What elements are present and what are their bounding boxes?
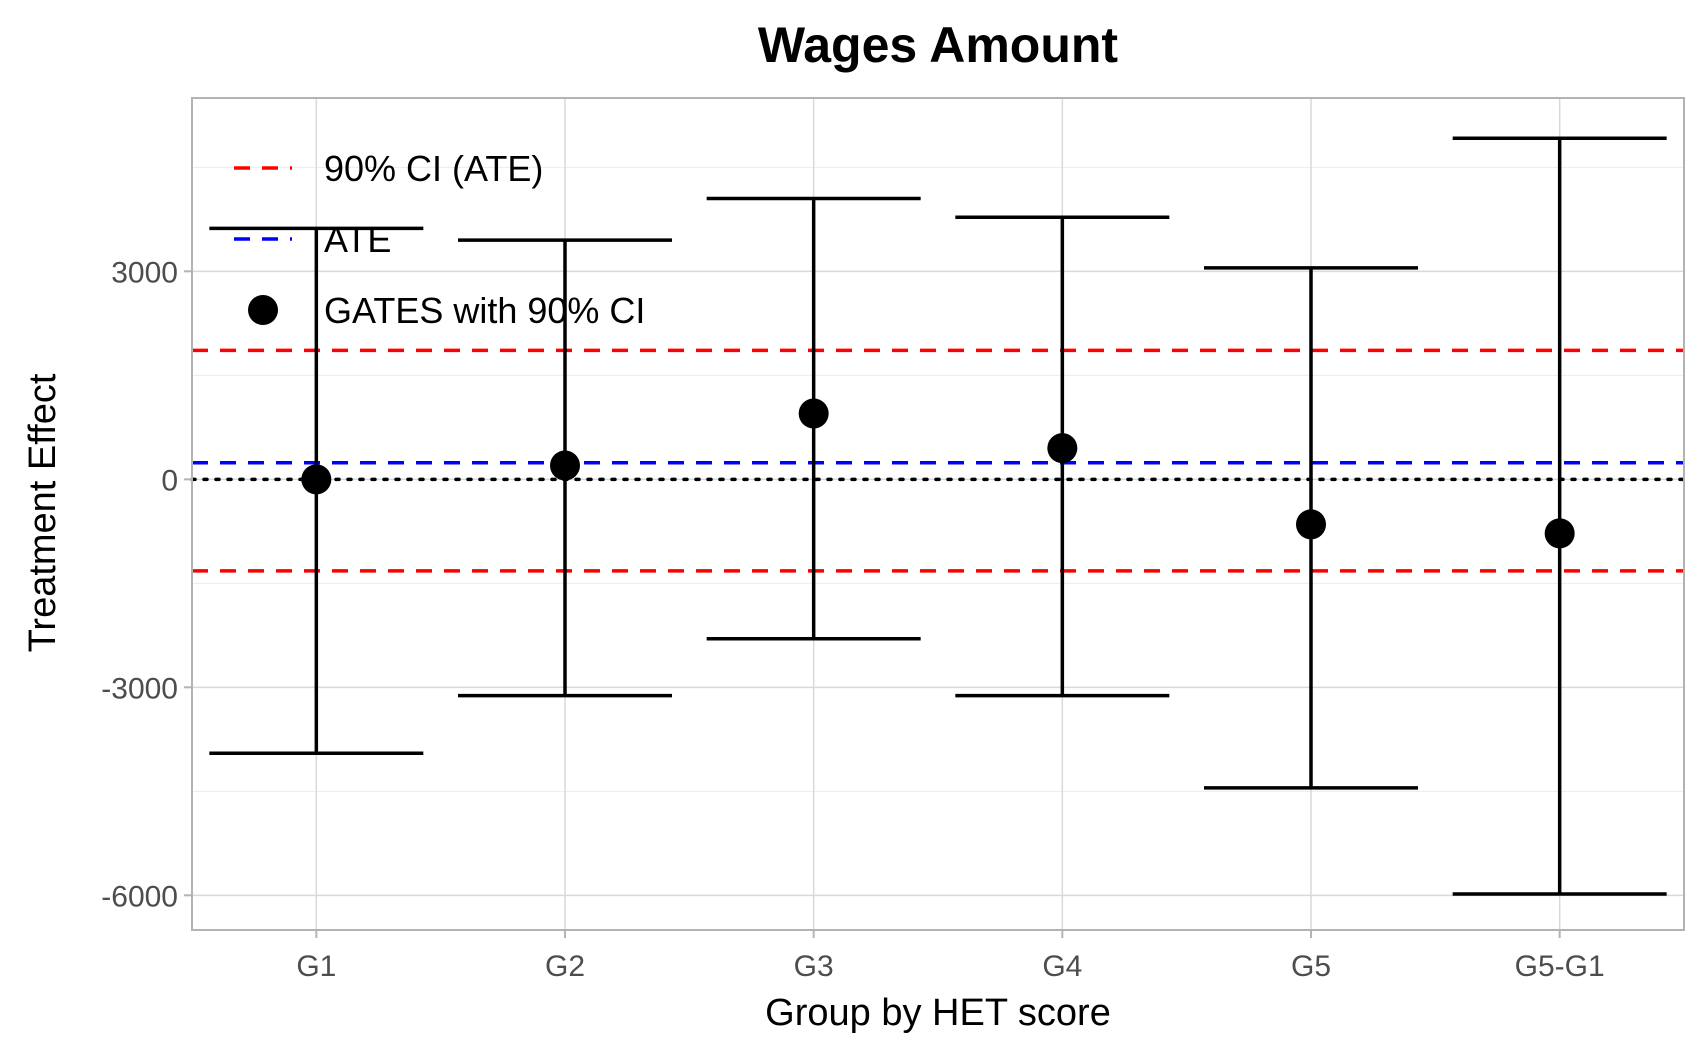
- y-tick-label: 3000: [111, 256, 178, 289]
- y-tick-label: 0: [161, 464, 178, 497]
- y-tick-label: -6000: [101, 880, 178, 913]
- y-tick-label: -3000: [101, 672, 178, 705]
- y-axis-title: Treatment Effect: [22, 373, 64, 652]
- legend-key-point: [248, 295, 278, 325]
- legend-label: GATES with 90% CI: [324, 290, 645, 331]
- chart-title: Wages Amount: [758, 17, 1119, 73]
- x-axis-title: Group by HET score: [765, 992, 1111, 1034]
- x-tick-label: G2: [545, 950, 585, 983]
- legend: 90% CI (ATE) ATE GATES with 90% CI: [234, 148, 645, 331]
- gates-point-g2: [550, 450, 580, 481]
- legend-label: ATE: [324, 219, 391, 260]
- x-tick-label: G1: [296, 950, 336, 983]
- grid: [192, 98, 1684, 930]
- gates-point-g3: [798, 398, 829, 429]
- x-tick-label: G5: [1291, 950, 1331, 983]
- gates-points: [301, 398, 1575, 549]
- x-tick-label: G4: [1042, 950, 1082, 983]
- gates-point-g1: [301, 464, 332, 495]
- plot-panel: [192, 98, 1684, 930]
- axes: 3000 0 -3000 -6000 G1 G2 G3 G4 G5 G5-G1: [101, 97, 1685, 983]
- x-tick-label: G5-G1: [1515, 950, 1605, 983]
- gates-point-g5-g1: [1544, 518, 1575, 549]
- gates-point-g5: [1296, 509, 1326, 540]
- plot-border: [191, 97, 1685, 931]
- reference-lines: [190, 348, 1686, 573]
- legend-label: 90% CI (ATE): [324, 148, 543, 189]
- x-tick-label: G3: [794, 950, 834, 983]
- gates-point-g4: [1047, 433, 1078, 464]
